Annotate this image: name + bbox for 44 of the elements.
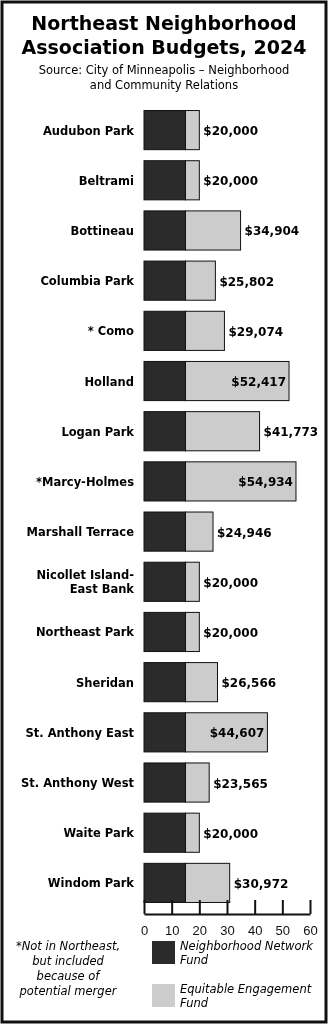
total-label: $25,802 — [219, 274, 275, 289]
x-tick-label: 20 — [192, 923, 208, 939]
total-label: $34,904 — [244, 224, 300, 239]
x-tick-label: 50 — [275, 923, 291, 939]
text: *Not in Northeast, but included because of potential merger — [15, 939, 121, 998]
y-tick-label: Logan Park — [61, 424, 135, 439]
total-label: $20,000 — [203, 124, 258, 139]
y-tick-label: St. Anthony East — [25, 725, 135, 740]
y-tick-label: Holland — [84, 374, 134, 389]
y-tick-label: Nicollet Island-East Bank — [36, 567, 135, 596]
total-label: $20,000 — [203, 174, 258, 189]
y-tick-label: St. Anthony West — [21, 776, 135, 791]
chart-title: Northeast Neighborhood Association Budgets, 2024 — [21, 12, 307, 58]
y-tick-label: Beltrami — [78, 173, 134, 188]
y-tick-label: * Como — [87, 324, 135, 339]
total-label: $20,000 — [203, 826, 258, 841]
total-label: $24,946 — [217, 525, 272, 540]
total-label: $54,934 — [238, 475, 293, 490]
total-label: $41,773 — [263, 425, 319, 440]
total-label: $30,972 — [233, 876, 289, 891]
y-tick-label: Waite Park — [63, 826, 135, 841]
y-tick-label: Marshall Terrace — [26, 525, 135, 540]
total-label: $23,565 — [213, 776, 268, 791]
y-tick-label: Northeast Park — [36, 625, 135, 640]
chart-subtitle: Source: City of Minneapolis – Neighborhood and Community Relations — [38, 63, 290, 92]
x-tick-label: 60 — [303, 923, 318, 939]
total-label: $29,074 — [228, 324, 284, 339]
x-tick-label: 10 — [164, 923, 180, 939]
y-tick-label: Columbia Park — [40, 274, 135, 289]
total-label: $52,417 — [231, 375, 287, 390]
total-label: $44,607 — [209, 726, 265, 741]
total-label: $20,000 — [203, 625, 258, 640]
legend-label: Equitable Engagement Fund — [180, 982, 312, 1010]
y-tick-label: Bottineau — [70, 223, 134, 238]
y-tick-label: Windom Park — [47, 876, 135, 891]
x-tick-label: 40 — [247, 923, 263, 939]
x-tick-label: 0 — [140, 923, 149, 939]
total-label: $20,000 — [203, 575, 258, 590]
legend-label: Neighborhood Network Fund — [180, 939, 315, 967]
total-label: $26,566 — [221, 676, 277, 691]
y-tick-label: Audubon Park — [42, 123, 135, 138]
y-tick-label: *Marcy-Holmes — [35, 474, 135, 489]
x-tick-label: 30 — [220, 923, 235, 939]
y-tick-label: Sheridan — [75, 675, 134, 690]
